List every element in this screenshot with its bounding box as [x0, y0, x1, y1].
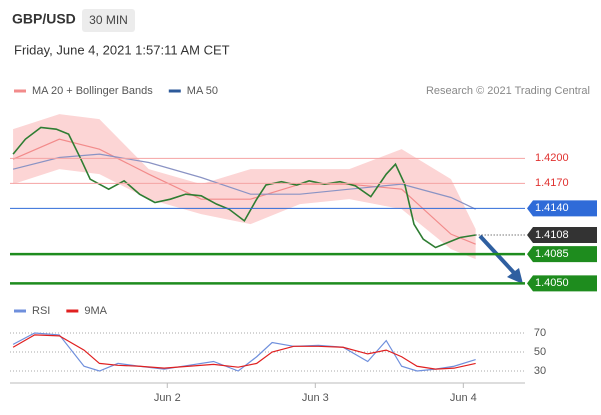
level-label-box: [527, 227, 597, 243]
y-tick-label: 70: [534, 327, 546, 339]
timeframe-tab[interactable]: [82, 9, 135, 32]
level-label: 1.4140: [535, 202, 569, 214]
level-label-box: [527, 246, 597, 263]
series-line: [12, 334, 476, 370]
level-label: 1.4108: [535, 229, 569, 241]
level-label-box: [527, 200, 597, 217]
level-label: 1.4050: [535, 277, 569, 289]
series-line: [12, 332, 476, 372]
legend-label: RSI: [32, 305, 50, 317]
level-label: 1.4170: [535, 177, 569, 189]
bollinger-band: [13, 114, 476, 260]
level-label-box: [527, 275, 597, 292]
legend-label: MA 20 + Bollinger Bands: [32, 85, 153, 97]
x-tick-label: Jun 2: [154, 392, 181, 404]
forecast-arrowhead: [507, 268, 523, 284]
legend-label: MA 50: [187, 85, 218, 97]
level-label: 1.4200: [535, 152, 569, 164]
y-tick-label: 30: [534, 365, 546, 377]
series-line: [12, 126, 476, 249]
x-tick-label: Jun 3: [302, 392, 329, 404]
y-tick-label: 50: [534, 346, 546, 358]
series-line: [12, 138, 476, 245]
legend-label: 9MA: [84, 305, 107, 317]
level-label: 1.4085: [535, 248, 569, 260]
forecast-arrow: [478, 234, 519, 278]
subtitle: Friday, June 4, 2021 1:57:11 AM CET: [14, 42, 230, 57]
credit: Research © 2021 Trading Central: [426, 85, 590, 97]
x-tick-label: Jun 4: [450, 392, 477, 404]
title: GBP/USD: [12, 11, 76, 27]
series-line: [12, 153, 476, 210]
timeframe[interactable]: 30 MIN: [89, 13, 128, 27]
